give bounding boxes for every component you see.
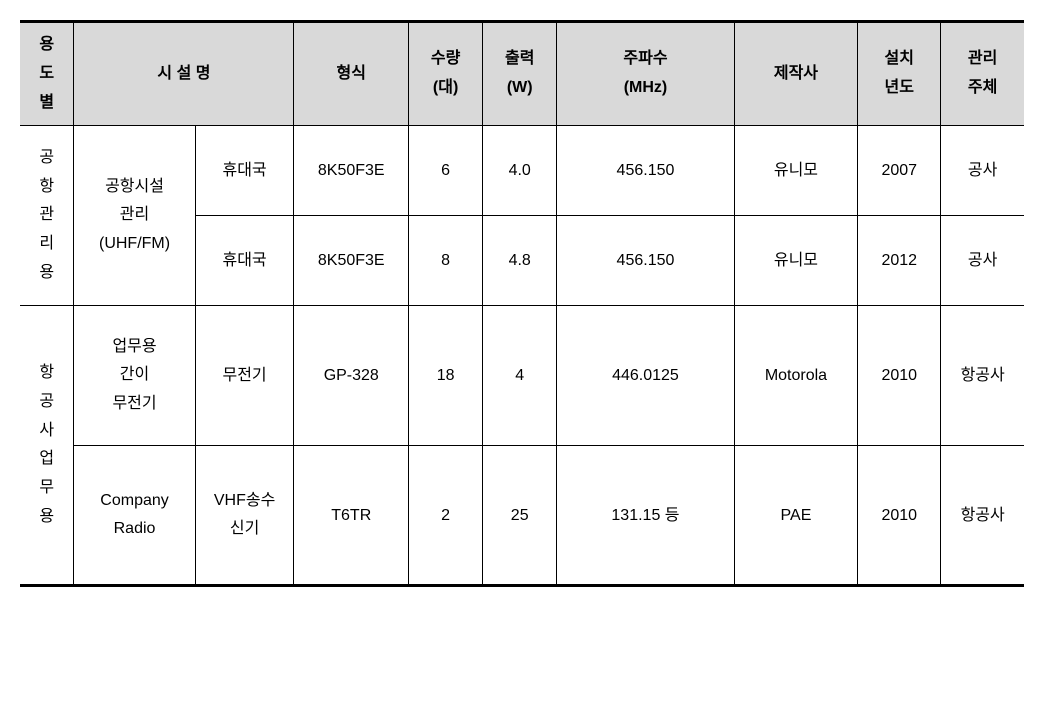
cell-facility2: 휴대국 (195, 126, 294, 216)
cell-type: 8K50F3E (294, 126, 409, 216)
header-management: 관리 주체 (941, 22, 1024, 126)
cell-facility1: 업무용 간이 무전기 (74, 306, 195, 446)
cell-power: 25 (483, 446, 557, 586)
cell-facility1: 공항시설 관리 (UHF/FM) (74, 126, 195, 306)
cell-type: 8K50F3E (294, 216, 409, 306)
cell-power: 4.8 (483, 216, 557, 306)
table-body: 공 항 관 리 용 공항시설 관리 (UHF/FM) 휴대국 8K50F3E 6… (20, 126, 1024, 586)
table-row: Company Radio VHF송수 신기 T6TR 2 25 131.15 … (20, 446, 1024, 586)
table-container: 용 도 별 시 설 명 형식 수량 (대) 출력 (W) 주파수 (MHz) 제… (20, 20, 1024, 587)
cell-frequency: 446.0125 (557, 306, 734, 446)
cell-type: T6TR (294, 446, 409, 586)
cell-management: 공사 (941, 216, 1024, 306)
cell-management: 공사 (941, 126, 1024, 216)
cell-manufacturer: Motorola (734, 306, 858, 446)
header-quantity: 수량 (대) (409, 22, 483, 126)
table-row: 항 공 사 업 무 용 업무용 간이 무전기 무전기 GP-328 18 4 4… (20, 306, 1024, 446)
cell-manufacturer: 유니모 (734, 216, 858, 306)
header-install-year: 설치 년도 (858, 22, 941, 126)
cell-management: 항공사 (941, 306, 1024, 446)
cell-facility2: VHF송수 신기 (195, 446, 294, 586)
cell-frequency: 456.150 (557, 126, 734, 216)
cell-type: GP-328 (294, 306, 409, 446)
cell-manufacturer: 유니모 (734, 126, 858, 216)
header-frequency: 주파수 (MHz) (557, 22, 734, 126)
cell-management: 항공사 (941, 446, 1024, 586)
cell-install-year: 2010 (858, 306, 941, 446)
cell-manufacturer: PAE (734, 446, 858, 586)
header-category: 용 도 별 (20, 22, 74, 126)
radio-equipment-table: 용 도 별 시 설 명 형식 수량 (대) 출력 (W) 주파수 (MHz) 제… (20, 20, 1024, 587)
header-power: 출력 (W) (483, 22, 557, 126)
header-type: 형식 (294, 22, 409, 126)
cell-power: 4 (483, 306, 557, 446)
header-manufacturer: 제작사 (734, 22, 858, 126)
cell-install-year: 2010 (858, 446, 941, 586)
cell-power: 4.0 (483, 126, 557, 216)
cell-category: 항 공 사 업 무 용 (20, 306, 74, 586)
table-row: 공 항 관 리 용 공항시설 관리 (UHF/FM) 휴대국 8K50F3E 6… (20, 126, 1024, 216)
cell-install-year: 2007 (858, 126, 941, 216)
cell-facility2: 휴대국 (195, 216, 294, 306)
cell-quantity: 18 (409, 306, 483, 446)
cell-frequency: 131.15 등 (557, 446, 734, 586)
cell-facility1: Company Radio (74, 446, 195, 586)
header-facility: 시 설 명 (74, 22, 294, 126)
cell-quantity: 2 (409, 446, 483, 586)
cell-frequency: 456.150 (557, 216, 734, 306)
cell-quantity: 6 (409, 126, 483, 216)
cell-category: 공 항 관 리 용 (20, 126, 74, 306)
cell-install-year: 2012 (858, 216, 941, 306)
cell-quantity: 8 (409, 216, 483, 306)
header-row: 용 도 별 시 설 명 형식 수량 (대) 출력 (W) 주파수 (MHz) 제… (20, 22, 1024, 126)
cell-facility2: 무전기 (195, 306, 294, 446)
